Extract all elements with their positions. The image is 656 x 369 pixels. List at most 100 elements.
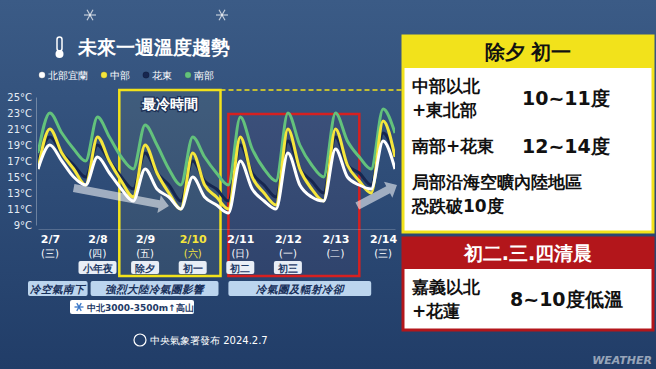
- coldest-label: 最冷時間: [141, 96, 198, 112]
- x-tick: 2/12: [275, 229, 302, 246]
- x-weekday-label: (三): [374, 248, 392, 259]
- y-tick: 13°C: [7, 188, 36, 199]
- snowflake-stroke: [87, 10, 93, 20]
- panel-row-label: 南部+花東: [411, 136, 495, 156]
- source-logo: [134, 334, 146, 346]
- y-tick-label: 21°C: [7, 124, 32, 135]
- x-tick: 2/13: [323, 229, 350, 246]
- snowflake-icon: [84, 10, 96, 20]
- y-tick-label: 25°C: [7, 92, 32, 103]
- legend-label: 北部宜蘭: [48, 70, 88, 81]
- holiday-tag: [274, 261, 302, 274]
- x-tick-label: 2/10: [180, 233, 207, 246]
- y-tick: 17°C: [7, 156, 36, 167]
- y-tick-label: 23°C: [7, 108, 32, 119]
- legend-item: 花東: [143, 70, 172, 81]
- legend-label: 花東: [152, 70, 172, 81]
- phase-box: [28, 281, 88, 296]
- thermometer-bulb: [56, 50, 64, 58]
- x-weekday-label: (一): [279, 248, 297, 259]
- holiday-tag: [179, 261, 207, 274]
- panel-row-value: 12~14度: [522, 135, 610, 157]
- x-tick-label: 2/8: [88, 233, 107, 246]
- x-weekday-label: (四): [89, 248, 107, 259]
- holiday-tag: [79, 261, 117, 274]
- panel-body: [403, 238, 653, 330]
- thermometer-icon: [56, 37, 64, 58]
- chart-canvas: 未來一週溫度趨勢北部宜蘭中部花東南部9°C11°C13°C15°C17°C19°…: [0, 0, 656, 369]
- x-weekday-label: (二): [327, 248, 345, 259]
- legend-swatch: [143, 72, 149, 78]
- x-tick: 2/8: [88, 229, 107, 246]
- y-tick: 21°C: [7, 124, 36, 135]
- holiday-label: 小年夜: [82, 263, 114, 274]
- legend-swatch: [39, 72, 45, 78]
- panel-row-label: +花蓮: [412, 301, 460, 321]
- x-axis-line: [39, 229, 396, 230]
- y-axis-line: [36, 98, 37, 226]
- x-weekday-label: (六): [184, 248, 202, 259]
- x-tick: 2/11: [227, 229, 254, 246]
- y-tick-label: 17°C: [7, 156, 32, 167]
- panel-header: 初二.三.四清晨: [463, 242, 592, 264]
- y-tick-label: 13°C: [7, 188, 32, 199]
- legend-item: 南部: [185, 70, 214, 81]
- y-tick: 23°C: [7, 108, 36, 119]
- connector-line: [221, 89, 404, 91]
- legend-item: 北部宜蘭: [39, 70, 88, 81]
- y-tick-label: 11°C: [7, 204, 32, 215]
- x-tick: 2/10: [180, 229, 207, 246]
- snowflake-stroke: [219, 10, 225, 20]
- panel-header-bg: [403, 238, 653, 269]
- y-tick-label: 9°C: [14, 220, 32, 231]
- y-tick-label: 15°C: [7, 172, 32, 183]
- x-tick-label: 2/14: [370, 233, 397, 246]
- watermark: WEATHER: [592, 354, 652, 367]
- x-tick-label: 2/13: [323, 233, 350, 246]
- panel-body: [403, 36, 653, 232]
- panel-header: 除夕 初一: [485, 40, 572, 64]
- y-tick: 19°C: [7, 140, 36, 151]
- series-line: [38, 141, 395, 213]
- snowflake-stroke: [219, 10, 225, 20]
- x-weekday-label: (三): [41, 248, 59, 259]
- panel-header-bg: [403, 36, 653, 68]
- x-tick-label: 2/7: [41, 233, 60, 246]
- panel-row-label: 恐跌破10度: [411, 196, 504, 216]
- phase-box: [228, 281, 371, 296]
- y-tick: 15°C: [7, 172, 36, 183]
- source-label: 中央氣象署發布 2024.2.7: [150, 335, 268, 346]
- snow-icon-stroke: [77, 303, 82, 311]
- panel-row-label: +東北部: [412, 100, 477, 120]
- thermometer-tube: [57, 37, 62, 51]
- phase-label: 強烈大陸冷氣團影響: [105, 283, 206, 296]
- phase-label: 冷氣團及輻射冷卻: [255, 283, 345, 295]
- panel-row-value: 8~10度低溫: [510, 288, 623, 310]
- x-axis: 2/7 2/8 2/9 2/10 2/11 2/12 2/13 2/14: [39, 229, 398, 246]
- snowflake-stroke: [87, 10, 93, 20]
- panel-row-label: 局部沿海空曠內陸地區: [411, 172, 582, 192]
- x-tick: 2/9: [136, 229, 155, 246]
- x-weekday-label: (日): [231, 248, 249, 259]
- snow-box: [70, 300, 194, 314]
- holiday-tag: [226, 261, 254, 274]
- x-tick-label: 2/9: [136, 233, 155, 246]
- snow-icon-stroke: [77, 303, 82, 311]
- y-tick-label: 19°C: [7, 140, 32, 151]
- info-panel: 除夕 初一中部以北+東北部10~11度南部+花東12~14度局部沿海空曠內陸地區…: [403, 36, 653, 232]
- x-tick-label: 2/12: [275, 233, 302, 246]
- background: [0, 0, 656, 369]
- y-tick: 9°C: [14, 220, 36, 231]
- legend-swatch: [101, 72, 107, 78]
- panel-row-label: 嘉義以北: [412, 277, 481, 297]
- panel-row-label: 中部以北: [412, 76, 481, 96]
- phase-label: 冷空氣南下: [29, 283, 87, 295]
- snow-icon: [75, 303, 84, 311]
- info-panel: 初二.三.四清晨嘉義以北 +花蓮 8~10度低溫: [403, 238, 653, 330]
- x-tick-label: 2/11: [227, 233, 254, 246]
- y-tick: 25°C: [7, 92, 36, 103]
- holiday-label: 初一: [182, 263, 203, 274]
- holiday-label: 初三: [277, 263, 298, 274]
- x-tick: 2/14: [370, 229, 397, 246]
- x-weekday-label: (五): [136, 248, 154, 259]
